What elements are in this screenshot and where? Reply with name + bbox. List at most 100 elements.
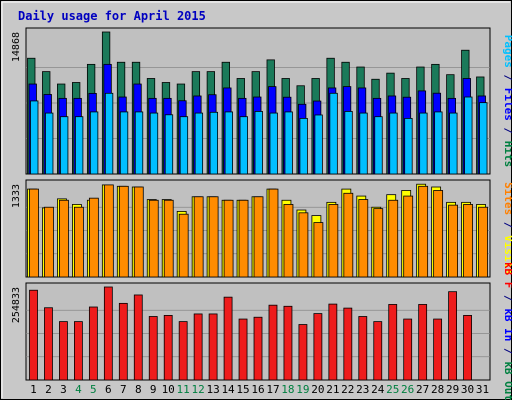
kbytes-bar <box>133 294 143 381</box>
kbytes-bar <box>103 286 113 381</box>
pages-bar <box>119 111 129 175</box>
day-tick-label: 9 <box>150 383 157 396</box>
panel-kbytes-side-label-part: kB Out <box>502 361 512 400</box>
panel-visits-side-label: Sites / Visits <box>502 182 512 275</box>
pages-bar <box>209 111 219 175</box>
pages-bar <box>134 111 144 175</box>
sites-bar <box>373 208 384 278</box>
day-tick-label: 24 <box>371 383 385 396</box>
pages-bar <box>164 114 174 175</box>
pages-bar <box>329 92 338 175</box>
sites-bar <box>193 196 204 278</box>
day-tick-label: 26 <box>401 383 414 396</box>
kbytes-bar <box>298 324 308 381</box>
day-tick-label: 3 <box>60 383 67 396</box>
panel-kbytes: 254833 kB F / kB In / kB Out <box>11 262 512 401</box>
day-tick-label: 4 <box>75 383 82 396</box>
kbytes-bar <box>163 315 173 381</box>
day-tick-label: 12 <box>192 383 205 396</box>
kbytes-bar <box>313 313 323 381</box>
pages-bar <box>149 112 159 175</box>
pages-bar <box>464 96 473 175</box>
panel-hits-side-label: Pages / Files / Hits <box>502 35 512 168</box>
panel-kbytes-side-label-part: / <box>502 341 512 361</box>
day-tick-label: 23 <box>356 383 369 396</box>
pages-bar <box>434 111 443 175</box>
day-tick-label: 11 <box>177 383 190 396</box>
pages-bar <box>314 114 323 175</box>
panel-visits: 1333 Sites / Visits <box>11 179 512 278</box>
panel-visits-scale-label: 1333 <box>11 184 22 208</box>
sites-bar <box>133 186 144 278</box>
day-tick-label: 22 <box>341 383 354 396</box>
kbytes-bar <box>283 305 293 381</box>
kbytes-bar <box>418 304 428 381</box>
sites-bar <box>358 199 369 278</box>
pages-bar <box>104 92 114 175</box>
day-tick-label: 16 <box>251 383 264 396</box>
day-tick-label: 13 <box>206 383 219 396</box>
kbytes-bar <box>74 321 83 381</box>
day-tick-label: 6 <box>105 383 112 396</box>
sites-bar <box>178 213 189 278</box>
sites-bar <box>103 184 114 278</box>
day-tick-label: 7 <box>120 383 127 396</box>
panel-hits: 14868 Pages / Files / Hits <box>11 27 512 175</box>
pages-bar <box>449 112 458 175</box>
sites-bar <box>223 199 234 278</box>
pages-bar <box>194 112 204 175</box>
panel-visits-side-label-part: / <box>502 215 512 235</box>
day-tick-label: 25 <box>386 383 399 396</box>
day-tick-label: 19 <box>296 383 309 396</box>
day-tick-label: 28 <box>431 383 444 396</box>
pages-bar <box>254 111 263 175</box>
day-tick-label: 10 <box>162 383 175 396</box>
panel-hits-side-label-part: Files <box>502 88 512 121</box>
sites-bar <box>388 199 399 278</box>
panel-hits-side-label-part: / <box>502 68 512 88</box>
kbytes-bar <box>208 313 218 381</box>
panel-hits-scale-label: 14868 <box>11 32 22 62</box>
sites-bar <box>253 196 264 278</box>
sites-bar <box>433 190 444 278</box>
kbytes-bar <box>448 291 457 381</box>
panel-kbytes-side-label-part: kB In <box>502 308 512 341</box>
pages-bar <box>299 118 308 175</box>
kbytes-bar <box>44 307 53 381</box>
sites-bar <box>463 204 473 278</box>
day-tick-label: 30 <box>461 383 474 396</box>
day-tick-label: 1 <box>30 383 37 396</box>
sites-bar <box>328 204 339 278</box>
pages-bar <box>89 111 99 175</box>
pages-bar <box>179 116 189 175</box>
day-tick-label: 14 <box>221 383 235 396</box>
sites-bar <box>313 222 324 278</box>
kbytes-bar <box>268 304 278 381</box>
kbytes-bar <box>403 318 413 381</box>
pages-bar <box>224 111 233 175</box>
panel-visits-side-label-part: Sites <box>502 182 512 215</box>
day-tick-label: 8 <box>135 383 142 396</box>
day-tick-label: 21 <box>326 383 339 396</box>
sites-bar <box>29 188 39 278</box>
kbytes-bar <box>433 318 443 381</box>
pages-bar <box>359 112 368 175</box>
sites-bar <box>298 212 309 278</box>
sites-bar <box>238 199 249 278</box>
pages-bar <box>344 111 353 175</box>
sites-bar <box>403 195 414 278</box>
kbytes-bar <box>388 304 398 381</box>
kbytes-bar <box>373 321 383 381</box>
sites-bar <box>118 185 129 278</box>
pages-bar <box>269 112 278 175</box>
panel-visits-side-label-part: Visits <box>502 235 512 275</box>
kbytes-bar <box>148 316 158 381</box>
pages-bar <box>419 112 428 175</box>
sites-bar <box>418 185 429 278</box>
day-tick-label: 18 <box>281 383 294 396</box>
day-tick-label: 15 <box>236 383 249 396</box>
kbytes-bar <box>238 318 248 381</box>
panel-kbytes-side-label: kB F / kB In / kB Out <box>502 262 512 400</box>
